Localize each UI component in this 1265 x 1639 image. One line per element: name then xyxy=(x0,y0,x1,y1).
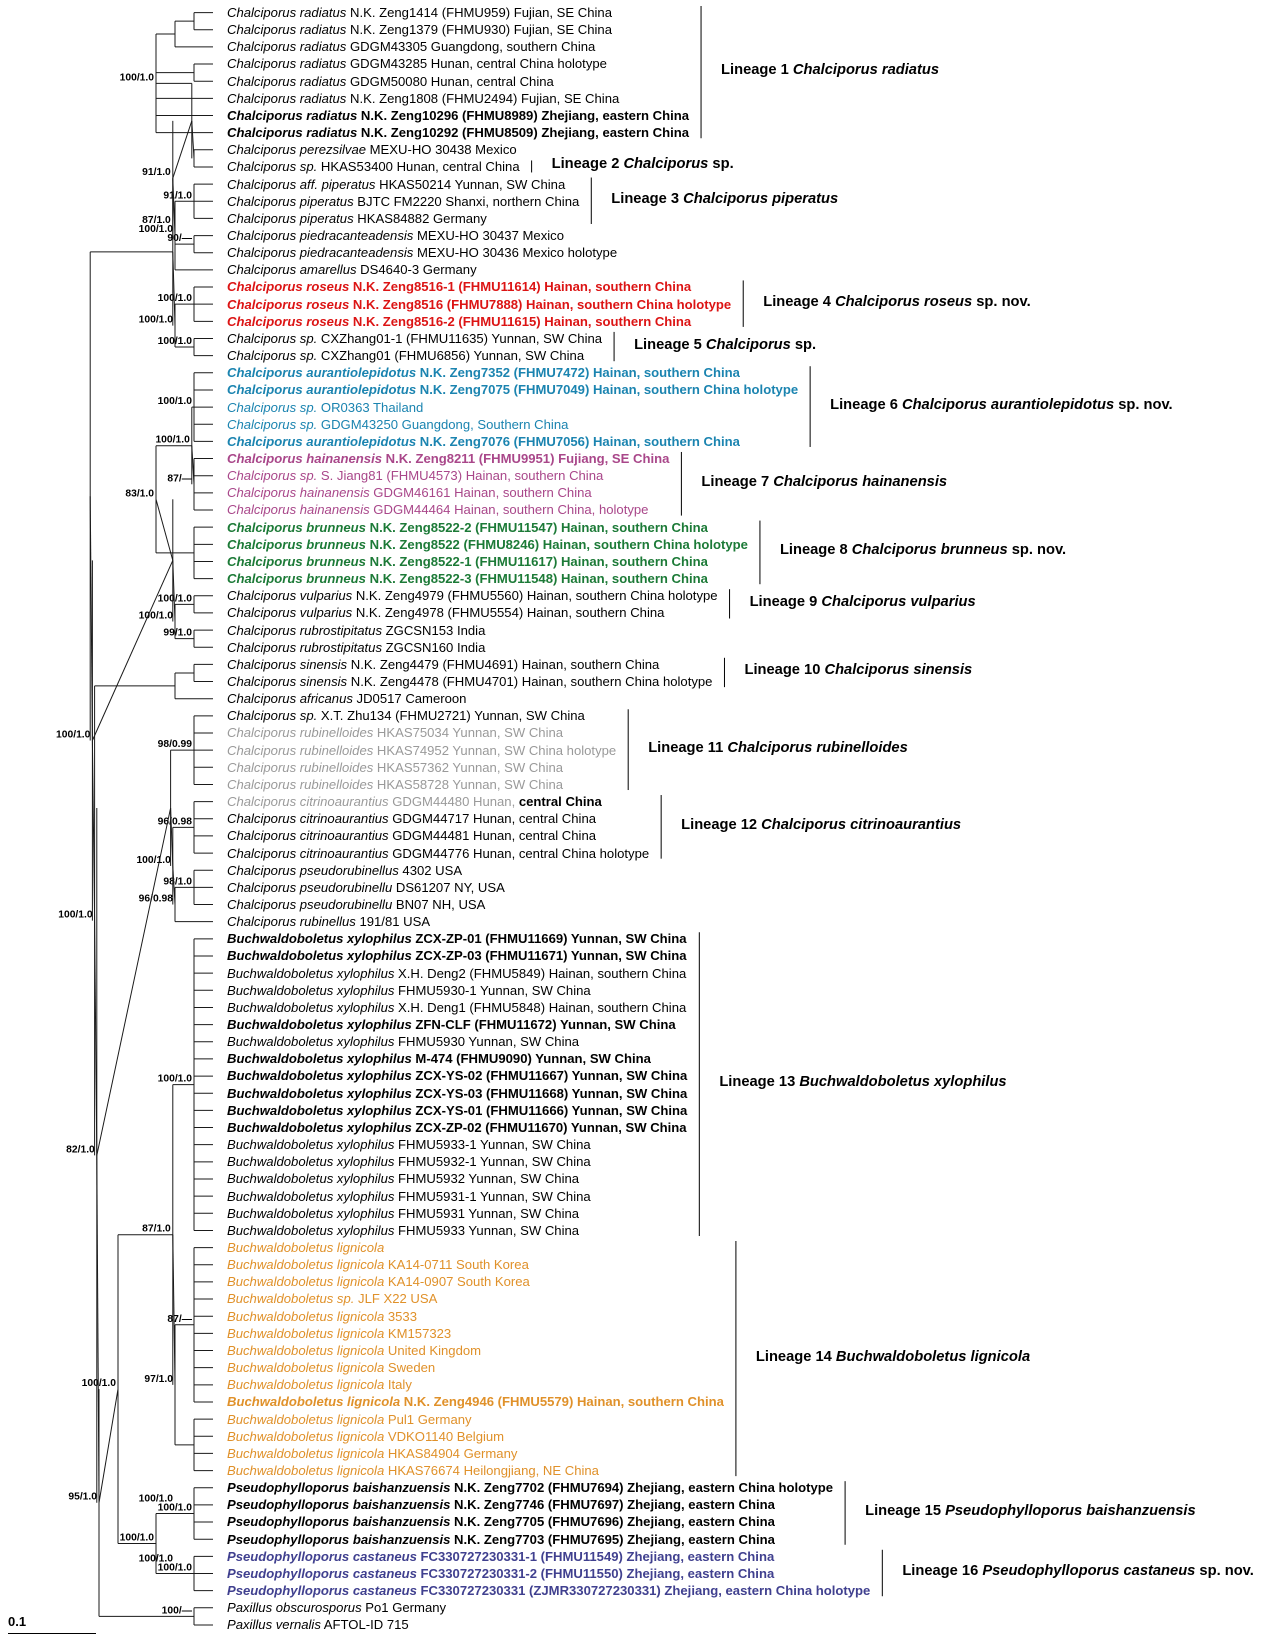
svg-text:95/1.0: 95/1.0 xyxy=(68,1492,97,1503)
svg-text:96/0.98: 96/0.98 xyxy=(158,816,193,827)
svg-text:83/1.0: 83/1.0 xyxy=(125,488,154,499)
svg-text:100/1.0: 100/1.0 xyxy=(158,593,193,604)
svg-text:87/1.0: 87/1.0 xyxy=(142,215,171,226)
svg-text:100/1.0: 100/1.0 xyxy=(139,611,174,622)
svg-text:100/1.0: 100/1.0 xyxy=(139,1493,174,1504)
svg-text:98/0.99: 98/0.99 xyxy=(158,739,193,750)
svg-text:100/1.0: 100/1.0 xyxy=(158,293,193,304)
svg-text:100/1.0: 100/1.0 xyxy=(139,315,174,326)
svg-text:87/1.0: 87/1.0 xyxy=(142,1224,171,1235)
svg-text:98/1.0: 98/1.0 xyxy=(163,876,192,887)
svg-text:100/1.0: 100/1.0 xyxy=(56,730,91,741)
svg-text:91/1.0: 91/1.0 xyxy=(142,167,171,178)
svg-text:100/1.0: 100/1.0 xyxy=(158,396,193,407)
svg-text:100/1.0: 100/1.0 xyxy=(158,1074,193,1085)
svg-text:100/1.0: 100/1.0 xyxy=(82,1378,117,1389)
svg-text:100/1.0: 100/1.0 xyxy=(58,910,93,921)
svg-text:82/1.0: 82/1.0 xyxy=(66,1144,95,1155)
svg-text:100/—: 100/— xyxy=(162,1605,193,1616)
svg-text:87/—: 87/— xyxy=(167,1314,192,1325)
svg-text:91/1.0: 91/1.0 xyxy=(163,190,192,201)
svg-text:87/—: 87/— xyxy=(167,473,192,484)
svg-text:96/0.98: 96/0.98 xyxy=(139,894,174,905)
svg-text:99/1.0: 99/1.0 xyxy=(163,628,192,639)
svg-text:97/1.0: 97/1.0 xyxy=(144,1374,173,1385)
svg-text:100/1.0: 100/1.0 xyxy=(120,1532,155,1543)
svg-text:100/1.0: 100/1.0 xyxy=(136,855,171,866)
svg-text:100/1.0: 100/1.0 xyxy=(155,435,190,446)
svg-text:100/1.0: 100/1.0 xyxy=(120,72,155,83)
